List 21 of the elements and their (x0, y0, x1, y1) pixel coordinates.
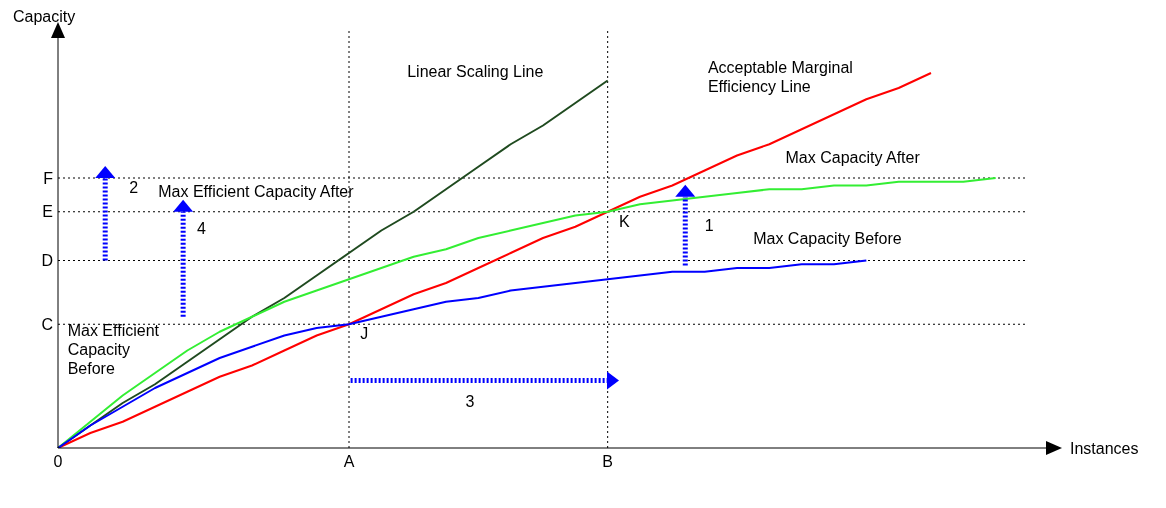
series-label: Acceptable Marginal Efficiency Line (707, 59, 853, 95)
x-axis-title: Instances (1070, 440, 1139, 457)
annotation: J (360, 325, 369, 343)
annotation: 1 (704, 216, 714, 234)
ref-line-label: E (42, 203, 53, 221)
series-label: Max Capacity Before (753, 229, 902, 247)
annotation: K (618, 212, 630, 230)
x-tick-label: A (343, 453, 355, 471)
annotation: Max Efficient Capacity After (158, 182, 355, 200)
y-axis-title: Capacity (13, 8, 76, 25)
x-tick-label: 0 (53, 453, 63, 471)
text: Linear Scaling Line (407, 62, 544, 80)
ref-line-label: D (41, 252, 53, 270)
annotation: Max Efficient Capacity Before (67, 321, 160, 377)
annotation: 3 (465, 392, 475, 410)
x-tick-label: B (602, 453, 613, 471)
annotation: 4 (197, 220, 207, 238)
annotation: 2 (129, 179, 139, 196)
ref-line-label: F (43, 169, 54, 187)
ref-line-label: C (41, 315, 53, 333)
series-label: Max Capacity After (785, 149, 921, 166)
